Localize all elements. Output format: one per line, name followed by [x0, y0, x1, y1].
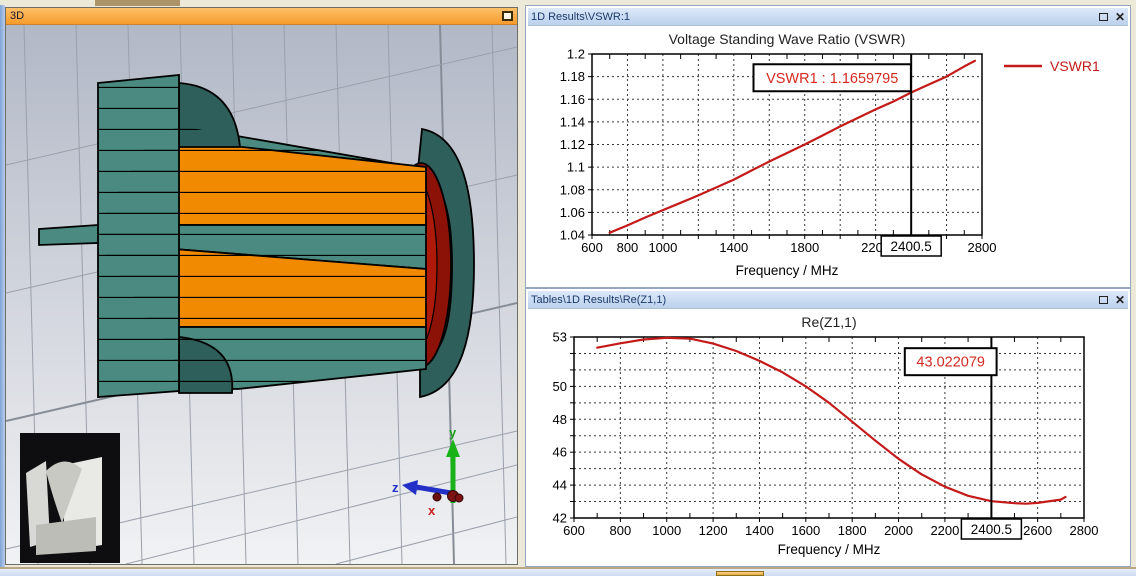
svg-text:2000: 2000 — [884, 523, 913, 538]
svg-text:1.2: 1.2 — [567, 47, 585, 62]
minimized-window-edge[interactable] — [716, 571, 764, 576]
rez-panel-titlebar[interactable]: Tables\1D Results\Re(Z1,1) ✕ — [528, 291, 1128, 309]
3d-view-panel: 3D — [5, 7, 518, 565]
rez-chart[interactable]: 42 44 46 48 50 53 600 800 1000 1200 1400 1600 1800 20… — [528, 309, 1128, 564]
close-icon[interactable]: ✕ — [1114, 9, 1125, 24]
svg-text:1000: 1000 — [648, 240, 677, 255]
svg-text:1200: 1200 — [699, 523, 728, 538]
svg-text:44: 44 — [553, 478, 567, 493]
axis-marker-box[interactable] — [880, 235, 942, 257]
svg-text:42: 42 — [553, 511, 567, 526]
marker-value-box[interactable] — [752, 63, 912, 93]
svg-text:1800: 1800 — [790, 240, 819, 255]
3d-viewport[interactable]: y z x — [5, 24, 518, 565]
svg-text:800: 800 — [617, 240, 639, 255]
model-thumbnail-inset — [20, 433, 120, 563]
svg-text:1800: 1800 — [838, 523, 867, 538]
rez-panel-title: Tables\1D Results\Re(Z1,1) — [531, 293, 667, 306]
svg-text:46: 46 — [553, 445, 567, 460]
svg-text:1400: 1400 — [745, 523, 774, 538]
window-left-border — [0, 5, 5, 569]
3d-panel-title: 3D — [10, 10, 25, 22]
close-icon[interactable]: ✕ — [1114, 292, 1125, 307]
3d-panel-titlebar[interactable]: 3D — [6, 8, 517, 25]
maximize-button[interactable] — [502, 11, 513, 21]
svg-text:1000: 1000 — [652, 523, 681, 538]
svg-text:53: 53 — [553, 330, 567, 345]
svg-text:VSWR1 : 1.1659795: VSWR1 : 1.1659795 — [766, 71, 898, 87]
svg-text:1.06: 1.06 — [560, 205, 585, 220]
axis-label-y: y — [449, 425, 457, 440]
svg-text:43.022079: 43.022079 — [916, 355, 985, 371]
svg-text:1.08: 1.08 — [560, 182, 585, 197]
svg-text:1.1: 1.1 — [567, 160, 585, 175]
svg-text:600: 600 — [563, 523, 585, 538]
svg-text:50: 50 — [553, 379, 567, 394]
legend-label: VSWR1 — [1050, 58, 1100, 74]
svg-text:1.14: 1.14 — [560, 114, 585, 129]
svg-text:1.16: 1.16 — [560, 92, 585, 107]
svg-text:1.04: 1.04 — [560, 228, 585, 243]
axis-label-z: z — [392, 480, 399, 495]
svg-text:2400.5: 2400.5 — [971, 522, 1012, 537]
maximize-button[interactable] — [1098, 12, 1108, 21]
svg-text:1.12: 1.12 — [560, 137, 585, 152]
x-axis-label: Frequency / MHz — [736, 263, 839, 278]
svg-text:600: 600 — [581, 240, 603, 255]
svg-text:2600: 2600 — [1023, 523, 1052, 538]
svg-text:1400: 1400 — [719, 240, 748, 255]
svg-text:2400.5: 2400.5 — [891, 239, 932, 254]
vswr-panel-title: 1D Results\VSWR:1 — [531, 10, 631, 23]
series-VSWR1 — [608, 59, 976, 234]
maximize-button[interactable] — [1098, 295, 1108, 304]
vswr-panel-titlebar[interactable]: 1D Results\VSWR:1 ✕ — [528, 8, 1128, 26]
marker-value-box[interactable] — [903, 347, 998, 377]
svg-text:2800: 2800 — [1070, 523, 1099, 538]
rez-result-panel: Tables\1D Results\Re(Z1,1) ✕ 42 44 46 48 50 5… — [525, 288, 1131, 567]
bottom-border — [0, 567, 1136, 569]
axis-marker-box[interactable] — [960, 518, 1023, 540]
series-Re(Z1,1) — [596, 336, 1067, 505]
chart-title: Voltage Standing Wave Ratio (VSWR) — [669, 31, 906, 47]
svg-text:48: 48 — [553, 412, 567, 427]
axis-label-x: x — [428, 503, 436, 518]
vswr-chart[interactable]: 1.04 1.06 1.08 1.1 1.12 1.14 1.16 1.18 1.2 600 800… — [528, 26, 1128, 285]
svg-text:2800: 2800 — [968, 240, 997, 255]
svg-text:1600: 1600 — [791, 523, 820, 538]
horn-outer-cup — [417, 127, 475, 399]
chart-title: Re(Z1,1) — [801, 314, 856, 330]
svg-text:2200: 2200 — [930, 523, 959, 538]
toolbar-remnant — [95, 0, 180, 6]
coordinate-axes: y z x — [392, 425, 464, 518]
x-axis-label: Frequency / MHz — [778, 542, 881, 557]
bottom-strip — [0, 569, 1136, 576]
svg-text:800: 800 — [610, 523, 632, 538]
svg-text:1.18: 1.18 — [560, 69, 585, 84]
vswr-result-panel: 1D Results\VSWR:1 ✕ 1.04 1.06 1.08 1.1 1.12 1… — [525, 5, 1131, 288]
